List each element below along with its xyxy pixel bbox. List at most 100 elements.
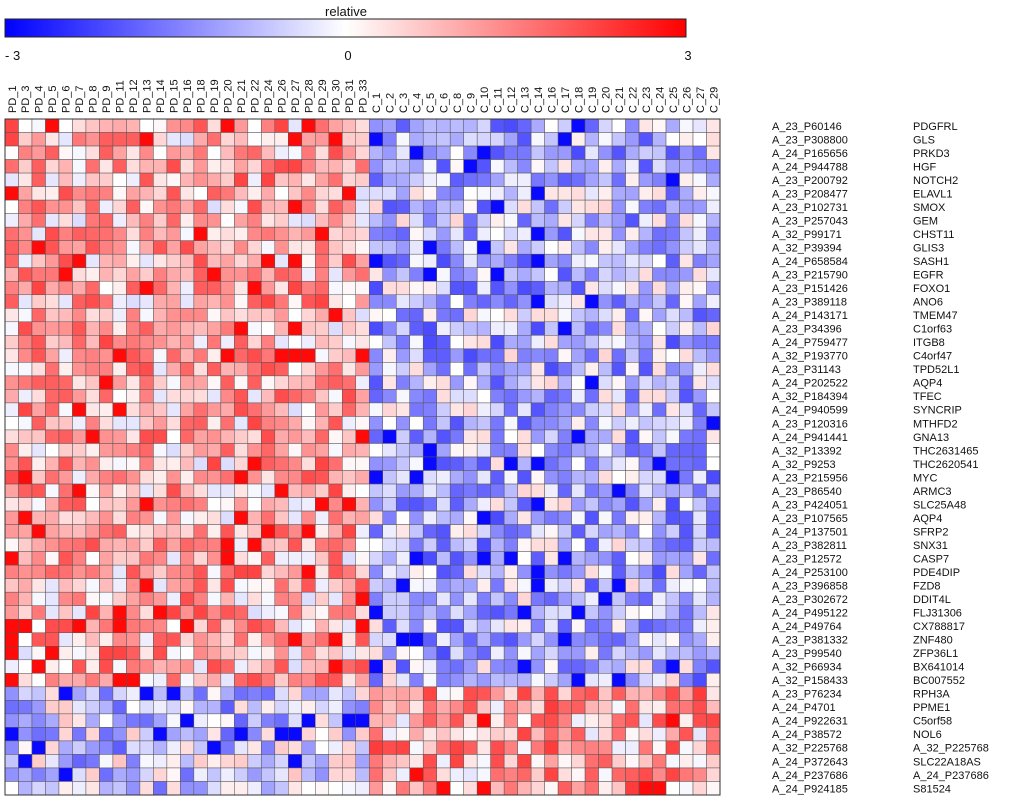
heatmap-cell — [207, 199, 222, 214]
heatmap-cell — [261, 389, 276, 404]
heatmap-cell — [261, 375, 276, 390]
heatmap-cell — [180, 700, 195, 715]
heatmap-cell — [288, 132, 303, 147]
legend-max-label: 3 — [684, 48, 691, 63]
heatmap-cell — [476, 754, 491, 769]
heatmap-cell — [139, 510, 154, 525]
heatmap-cell — [611, 591, 626, 606]
heatmap-cell — [503, 294, 518, 309]
heatmap-cell — [153, 551, 168, 566]
heatmap-cell — [99, 172, 114, 187]
heatmap-cell — [395, 740, 410, 755]
heatmap-cell — [665, 646, 680, 661]
heatmap-cell — [638, 267, 653, 282]
heatmap-cell — [503, 700, 518, 715]
heatmap-cell — [530, 308, 545, 323]
heatmap-cell — [463, 213, 478, 228]
heatmap-cell — [409, 646, 424, 661]
row-probe-label: A_23_P389118 — [772, 297, 847, 309]
heatmap-cell — [490, 578, 505, 593]
heatmap-cell — [220, 429, 235, 444]
heatmap-cell — [571, 159, 586, 174]
heatmap-cell — [679, 253, 694, 268]
heatmap-cell — [476, 483, 491, 498]
heatmap-cell — [369, 389, 383, 404]
heatmap-cell — [99, 186, 114, 201]
heatmap-cell — [598, 280, 613, 296]
heatmap-cell — [369, 199, 383, 214]
heatmap-cell — [409, 375, 424, 390]
heatmap-cell — [369, 280, 383, 296]
heatmap-cell — [571, 362, 586, 377]
heatmap-cell — [409, 321, 424, 336]
heatmap-cell — [557, 551, 572, 566]
heatmap-cell — [503, 429, 518, 444]
heatmap-cell — [58, 443, 73, 458]
heatmap-cell — [530, 700, 545, 715]
heatmap-cell — [180, 713, 195, 728]
heatmap-cell — [679, 686, 694, 701]
heatmap-cell — [126, 362, 141, 377]
heatmap-cell — [301, 199, 316, 214]
heatmap-cell — [139, 416, 154, 431]
heatmap-cell — [436, 172, 451, 187]
heatmap-cell — [665, 700, 680, 715]
heatmap-cell — [625, 267, 640, 282]
heatmap-cell — [301, 591, 316, 606]
heatmap-cell — [395, 159, 410, 174]
heatmap-cell — [530, 132, 545, 147]
heatmap-cell — [665, 456, 680, 471]
heatmap-cell — [436, 510, 451, 525]
heatmap-cell — [490, 348, 505, 363]
heatmap-cell — [665, 389, 680, 404]
heatmap-cell — [180, 294, 195, 309]
heatmap-cell — [193, 700, 208, 715]
heatmap-cell — [126, 673, 141, 688]
heatmap-cell — [247, 253, 262, 268]
heatmap-cell — [261, 646, 276, 661]
heatmap-cell — [139, 537, 154, 552]
heatmap-cell — [584, 740, 599, 755]
heatmap-cell — [369, 132, 383, 147]
heatmap-cell — [679, 754, 694, 769]
heatmap-cell — [382, 267, 397, 282]
heatmap-cell — [234, 537, 249, 552]
heatmap-cell — [247, 375, 262, 390]
heatmap-cell — [58, 605, 73, 620]
heatmap-cell — [449, 159, 464, 174]
heatmap-cell — [72, 713, 87, 728]
heatmap-cell — [58, 632, 73, 647]
column-label: PD_18 — [196, 79, 208, 113]
heatmap-cell — [166, 145, 181, 160]
heatmap-cell — [557, 537, 572, 552]
heatmap-cell — [463, 686, 478, 701]
heatmap-cell — [611, 456, 626, 471]
heatmap-cell — [328, 686, 343, 701]
heatmap-cell — [247, 348, 262, 363]
heatmap-cell — [247, 213, 262, 228]
heatmap-cell — [706, 321, 721, 336]
heatmap-cell — [369, 402, 383, 417]
heatmap-cell — [652, 362, 667, 377]
heatmap-cell — [355, 226, 370, 241]
heatmap-cell — [126, 727, 141, 742]
heatmap-cell — [85, 375, 100, 390]
heatmap-cell — [247, 754, 262, 769]
heatmap-cell — [652, 605, 667, 620]
heatmap-cell — [665, 308, 680, 323]
heatmap-cell — [342, 781, 357, 796]
heatmap-cell — [18, 686, 33, 701]
heatmap-cell — [611, 754, 626, 769]
heatmap-cell — [207, 659, 222, 674]
heatmap-cell — [395, 172, 410, 187]
heatmap-cell — [463, 348, 478, 363]
heatmap-cell — [571, 226, 586, 241]
heatmap-cell — [220, 240, 235, 255]
row-gene-label: PDGFRL — [913, 121, 958, 133]
heatmap-cell — [207, 591, 222, 606]
heatmap-cell — [4, 727, 19, 742]
heatmap-cell — [31, 443, 46, 458]
heatmap-cell — [139, 659, 154, 674]
heatmap-cell — [180, 578, 195, 593]
heatmap-cell — [301, 605, 316, 620]
